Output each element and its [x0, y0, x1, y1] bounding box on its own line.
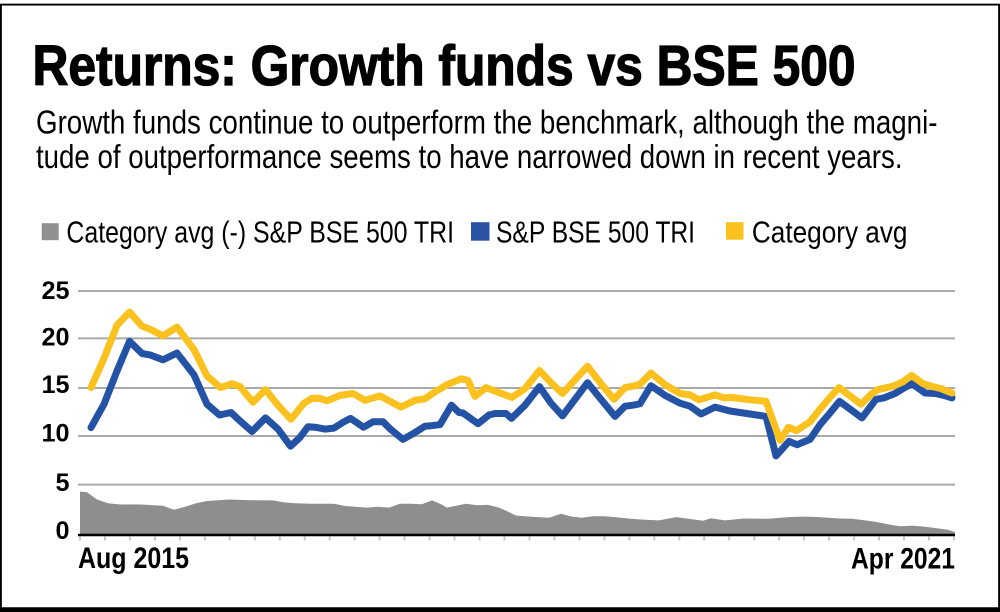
- svg-text:10: 10: [41, 420, 69, 448]
- svg-text:0: 0: [55, 517, 69, 545]
- svg-text:Apr 2021: Apr 2021: [851, 543, 955, 576]
- svg-text:20: 20: [41, 324, 69, 352]
- svg-text:Category avg (-) S&P BSE 500 T: Category avg (-) S&P BSE 500 TRI: [66, 217, 454, 250]
- svg-text:Aug 2015: Aug 2015: [78, 542, 189, 575]
- svg-text:S&P BSE 500 TRI: S&P BSE 500 TRI: [496, 217, 695, 250]
- svg-text:15: 15: [41, 371, 69, 399]
- svg-text:5: 5: [55, 469, 69, 497]
- svg-text:tude of outperformance seems t: tude of outperformance seems to have nar…: [36, 138, 903, 175]
- svg-text:Category avg: Category avg: [752, 217, 908, 250]
- svg-text:25: 25: [41, 277, 69, 305]
- svg-text:Growth funds continue to outpe: Growth funds continue to outperform the …: [36, 104, 938, 141]
- svg-text:Returns: Growth funds vs BSE 5: Returns: Growth funds vs BSE 500: [33, 34, 856, 97]
